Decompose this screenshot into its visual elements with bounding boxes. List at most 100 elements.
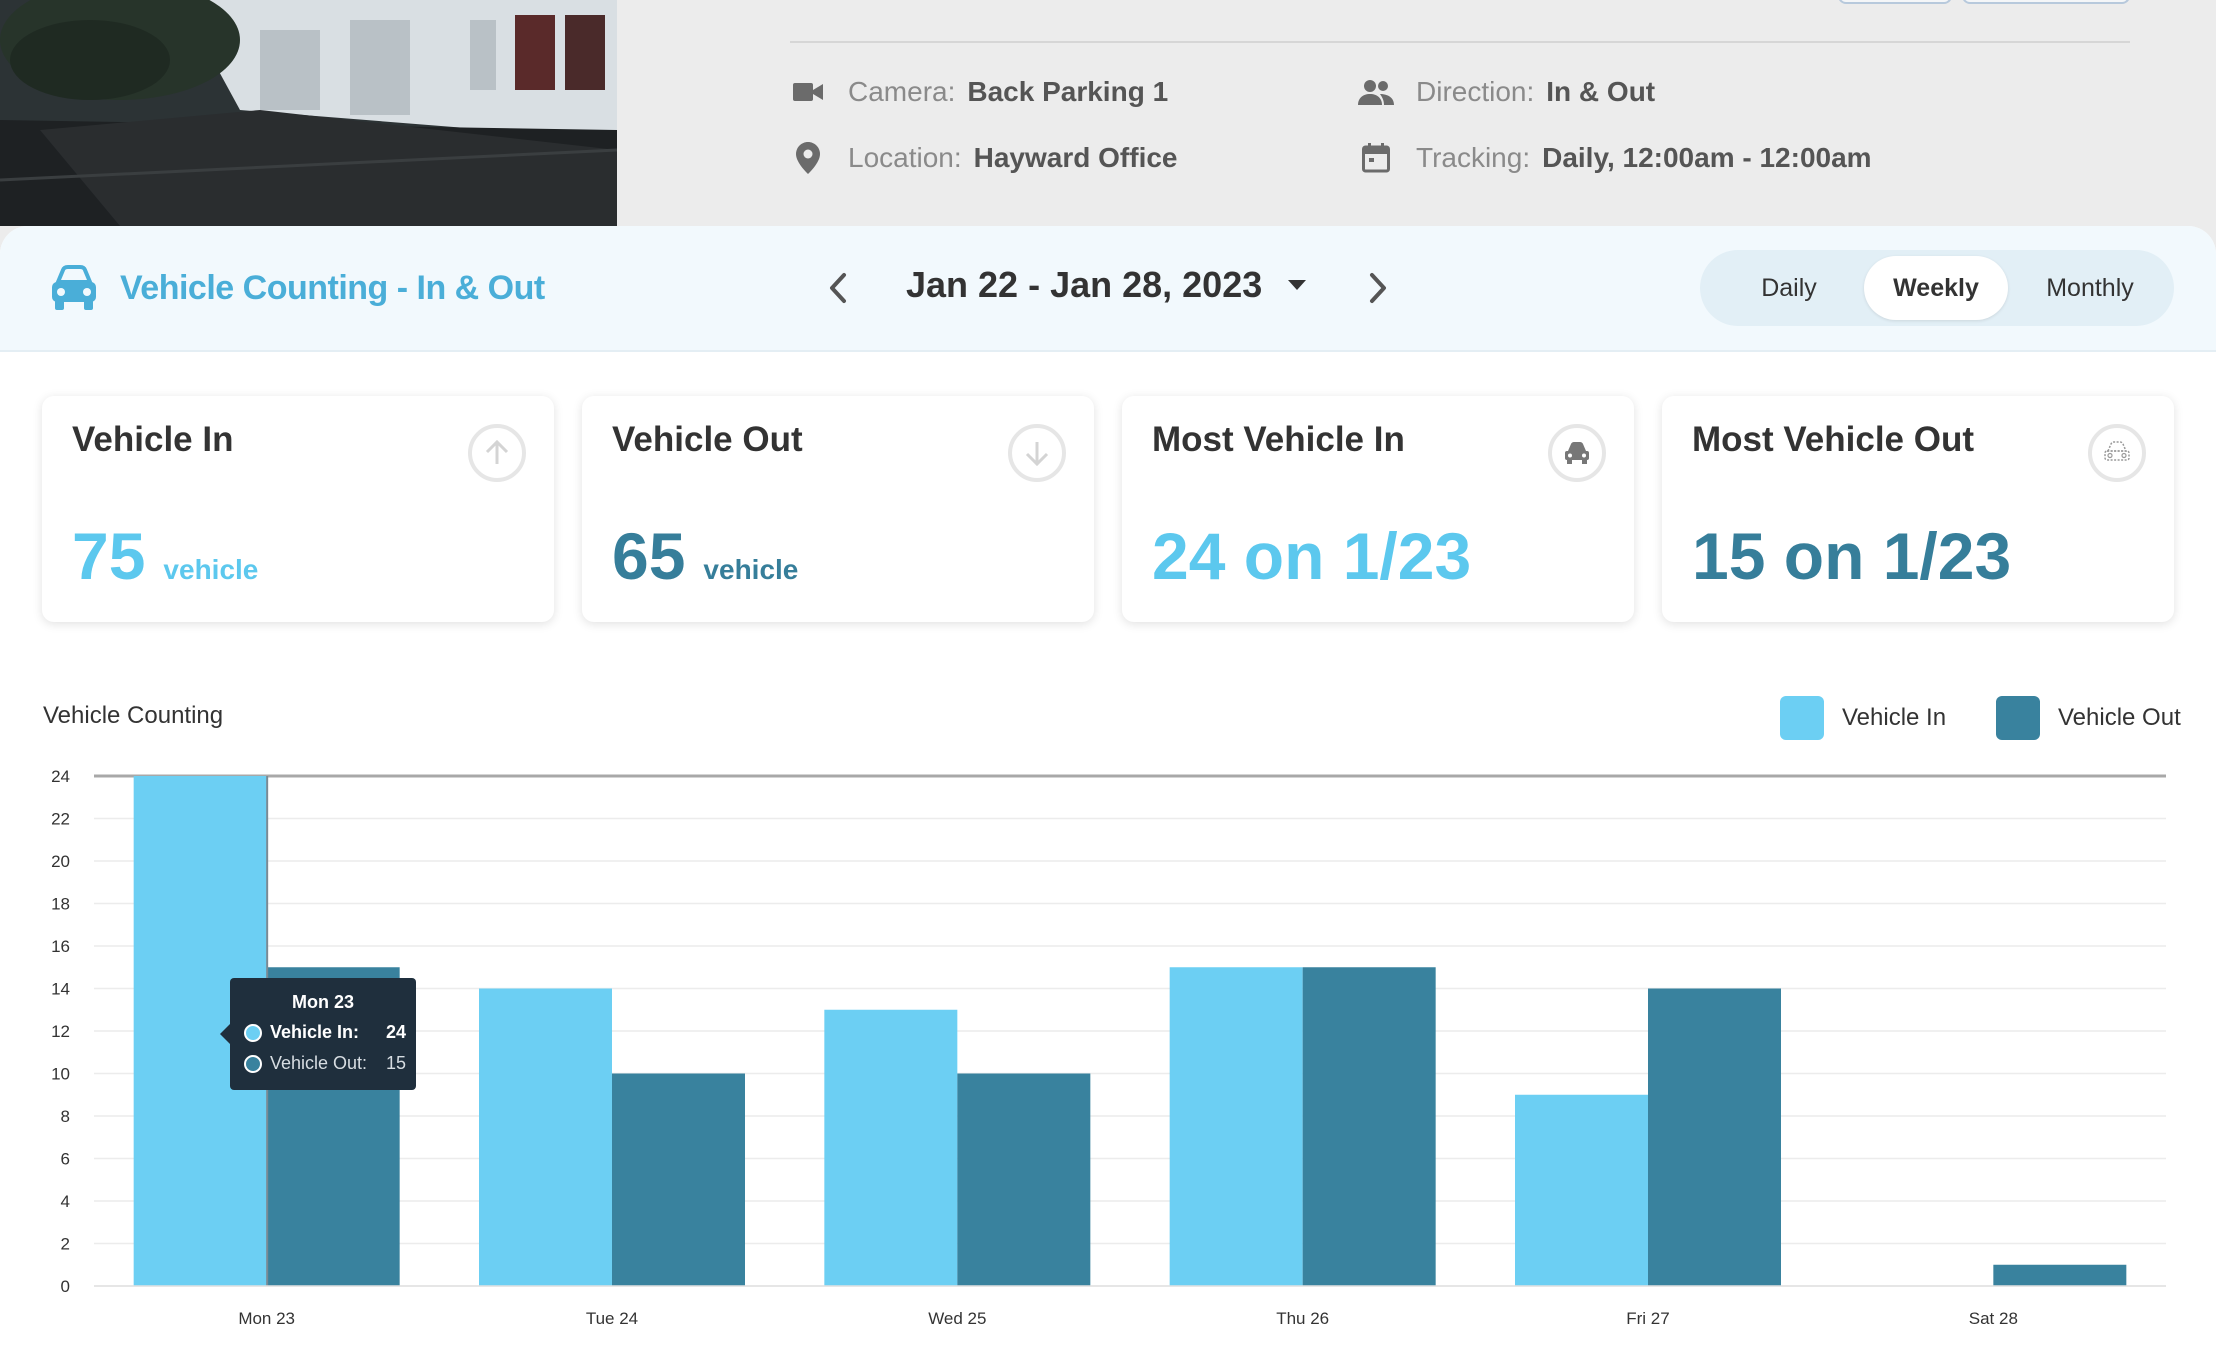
location-label: Location: <box>848 142 962 173</box>
tooltip-in-label: Vehicle In: <box>270 1022 360 1042</box>
location-meta: Location: Hayward Office <box>790 140 1178 176</box>
tooltip-title: Mon 23 <box>291 992 354 1012</box>
x-tick-label: Thu 26 <box>1276 1309 1329 1328</box>
legend-label-in: Vehicle In <box>1842 704 1947 731</box>
date-range-picker[interactable]: Jan 22 - Jan 28, 2023 <box>906 264 1307 306</box>
vehicle-out-unit: vehicle <box>703 554 799 585</box>
video-camera-icon <box>790 74 826 110</box>
y-tick-label: 20 <box>51 852 70 871</box>
location-pin-icon <box>790 140 826 176</box>
card-value-group: 65 vehicle <box>612 518 798 594</box>
legend-vehicle-in[interactable]: Vehicle In <box>1780 696 1946 740</box>
tooltip-out-value: 15 <box>385 1053 406 1073</box>
previous-week-button[interactable] <box>816 266 860 310</box>
people-icon <box>1358 74 1394 110</box>
camera-label: Camera: <box>848 76 956 107</box>
period-monthly[interactable]: Monthly <box>2046 274 2134 302</box>
vehicle-out-card: Vehicle Out 65 vehicle <box>582 396 1094 622</box>
card-title: Most Vehicle Out <box>1692 420 1974 459</box>
camera-value: Back Parking 1 <box>967 76 1169 107</box>
x-tick-label: Wed 25 <box>928 1309 986 1328</box>
vehicle-in-value: 75 <box>72 519 146 593</box>
card-value-group: 15 on 1/23 <box>1692 518 2011 594</box>
vehicle-in-card: Vehicle In 75 vehicle <box>42 396 554 622</box>
vehicle-out-value: 65 <box>612 519 686 593</box>
period-weekly[interactable]: Weekly <box>1864 256 2008 320</box>
tooltip-dot-out <box>244 1054 262 1073</box>
bar-vehicle-in <box>1169 967 1303 1286</box>
calendar-icon <box>1358 140 1394 176</box>
direction-meta: Direction: In & Out <box>1358 74 1655 110</box>
tooltip-in-value: 24 <box>385 1022 406 1042</box>
legend-swatch-in <box>1780 696 1824 740</box>
top-action-button-fragment[interactable] <box>1962 0 2130 4</box>
date-range-text: Jan 22 - Jan 28, 2023 <box>906 264 1263 305</box>
tracking-meta: Tracking: Daily, 12:00am - 12:00am <box>1358 140 1872 176</box>
y-tick-label: 12 <box>51 1022 70 1041</box>
bar-vehicle-in <box>1515 1094 1648 1286</box>
most-vehicle-out-value: 15 on 1/23 <box>1692 519 2012 593</box>
car-icon <box>52 265 96 310</box>
direction-label: Direction: <box>1416 76 1535 107</box>
x-tick-label: Mon 23 <box>238 1309 295 1328</box>
most-vehicle-out-card: Most Vehicle Out 15 on 1/23 <box>1662 396 2174 622</box>
arrow-down-circle-icon <box>1008 424 1066 482</box>
y-tick-label: 8 <box>61 1107 70 1126</box>
vehicle-counting-panel: Vehicle Counting - In & Out Jan 22 - Jan… <box>0 226 2216 1346</box>
card-title: Vehicle In <box>72 420 234 459</box>
info-divider <box>790 41 2130 43</box>
tooltip-row-in: Vehicle In: 24 <box>244 1022 406 1043</box>
card-value-group: 75 vehicle <box>72 518 258 594</box>
card-value-group: 24 on 1/23 <box>1152 518 1471 594</box>
tracking-value: Daily, 12:00am - 12:00am <box>1542 142 1872 173</box>
card-title: Vehicle Out <box>612 420 803 459</box>
arrow-up-circle-icon <box>468 424 526 482</box>
y-tick-label: 16 <box>51 937 70 956</box>
legend-swatch-out <box>1996 696 2040 740</box>
camera-snapshot[interactable] <box>0 0 617 226</box>
next-week-button[interactable] <box>1356 266 1400 310</box>
bar-vehicle-out <box>1648 988 1781 1286</box>
top-action-button-fragment[interactable] <box>1838 0 1952 4</box>
tracking-label: Tracking: <box>1416 142 1531 173</box>
card-title: Most Vehicle In <box>1152 420 1405 459</box>
y-tick-label: 4 <box>61 1192 70 1211</box>
y-tick-label: 0 <box>61 1277 70 1296</box>
bar-vehicle-out <box>612 1073 745 1286</box>
bar-vehicle-out <box>957 1073 1091 1286</box>
period-toggle: Daily Weekly Monthly <box>1700 250 2174 326</box>
y-tick-label: 18 <box>51 895 70 914</box>
camera-meta: Camera: Back Parking 1 <box>790 74 1168 110</box>
x-tick-label: Tue 24 <box>586 1309 638 1328</box>
x-tick-label: Fri 27 <box>1626 1309 1669 1328</box>
most-vehicle-in-card: Most Vehicle In 24 on 1/23 <box>1122 396 1634 622</box>
bar-vehicle-in <box>479 988 612 1286</box>
chevron-right-icon <box>1370 273 1386 303</box>
period-daily[interactable]: Daily <box>1761 274 1817 302</box>
legend-vehicle-out[interactable]: Vehicle Out <box>1996 696 2181 740</box>
tooltip-dot-in <box>244 1023 262 1042</box>
chart-tooltip: Mon 23 Vehicle In: 24 Vehicle Out: 15 <box>220 978 416 1090</box>
car-outline-icon <box>2088 424 2146 482</box>
most-vehicle-in-value: 24 on 1/23 <box>1152 519 1472 593</box>
bar-vehicle-out <box>1302 967 1436 1286</box>
caret-down-icon <box>1288 280 1307 290</box>
car-front-icon <box>1548 424 1606 482</box>
chevron-left-icon <box>830 273 846 303</box>
panel-header: Vehicle Counting - In & Out Jan 22 - Jan… <box>0 226 2216 352</box>
camera-snapshot-image <box>0 0 617 226</box>
bar-vehicle-in <box>824 1009 958 1286</box>
bar-vehicle-out <box>1993 1264 2127 1286</box>
tooltip-row-out: Vehicle Out: 15 <box>244 1053 406 1074</box>
panel-title: Vehicle Counting - In & Out <box>120 268 545 307</box>
y-tick-label: 14 <box>51 980 70 999</box>
y-tick-label: 10 <box>51 1065 70 1084</box>
tooltip-out-label: Vehicle Out: <box>270 1053 368 1073</box>
x-tick-label: Sat 28 <box>1969 1309 2018 1328</box>
vehicle-in-unit: vehicle <box>163 554 259 585</box>
y-tick-label: 24 <box>51 767 70 786</box>
location-value: Hayward Office <box>973 142 1178 173</box>
y-tick-label: 2 <box>61 1235 70 1254</box>
legend-label-out: Vehicle Out <box>2058 704 2181 731</box>
camera-info-area: Camera: Back Parking 1 Location: Hayward… <box>0 0 2216 226</box>
